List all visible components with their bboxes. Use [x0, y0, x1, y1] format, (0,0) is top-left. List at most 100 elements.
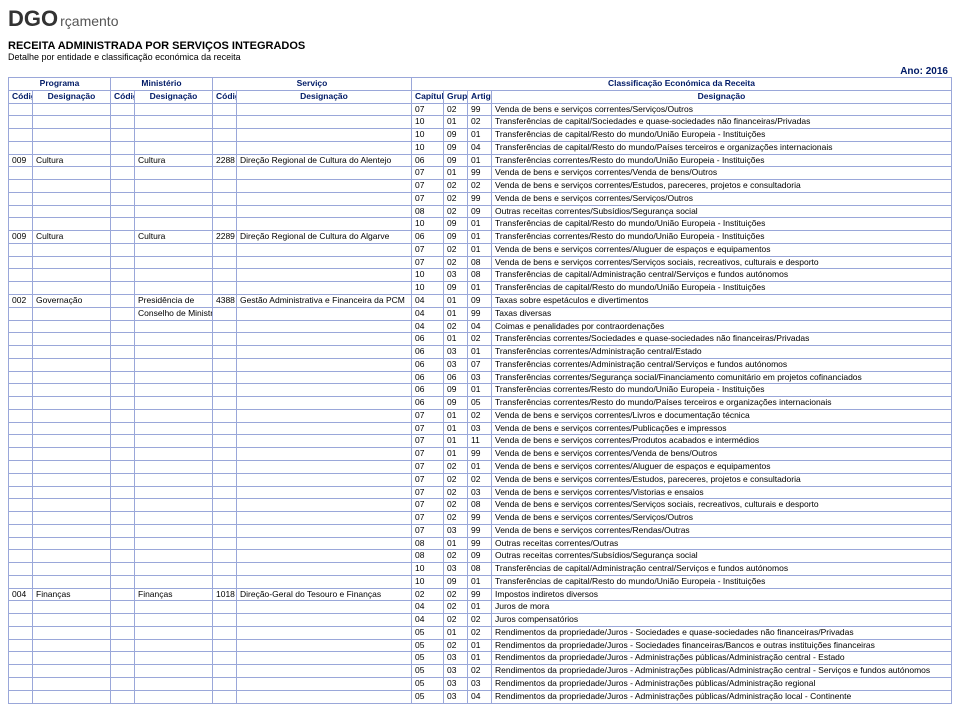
cell [135, 256, 213, 269]
table-row: 070102Venda de bens e serviços correntes… [9, 409, 952, 422]
cell: Transferências correntes/Resto do mundo/… [492, 397, 952, 410]
hdr-codigo-2: Código [111, 90, 135, 103]
cell: Transferências de capital/Sociedades e q… [492, 116, 952, 129]
logo-sub: rçamento [60, 13, 118, 29]
table-row: 060905Transferências correntes/Resto do … [9, 397, 952, 410]
page-title: RECEITA ADMINISTRADA POR SERVIÇOS INTEGR… [8, 40, 952, 52]
table-row: 100901Transferências de capital/Resto do… [9, 218, 952, 231]
cell [135, 116, 213, 129]
cell: 07 [412, 167, 444, 180]
cell: 02 [444, 499, 468, 512]
cell [33, 665, 111, 678]
hdr-grupo: Grupo [444, 90, 468, 103]
cell [237, 243, 412, 256]
cell [213, 129, 237, 142]
cell [9, 269, 33, 282]
table-row: 060307Transferências correntes/Administr… [9, 358, 952, 371]
cell [237, 690, 412, 703]
cell: 01 [468, 231, 492, 244]
cell: 03 [444, 652, 468, 665]
cell [111, 512, 135, 525]
cell: 99 [468, 537, 492, 550]
cell [237, 116, 412, 129]
cell: 02 [468, 473, 492, 486]
table-row: 060901Transferências correntes/Resto do … [9, 384, 952, 397]
cell [135, 626, 213, 639]
cell [9, 448, 33, 461]
hdr-class-econ: Classificação Económica da Receita [412, 78, 952, 91]
cell [213, 677, 237, 690]
cell: Outras receitas correntes/Outras [492, 537, 952, 550]
cell: Venda de bens e serviços correntes/Alugu… [492, 460, 952, 473]
cell [33, 103, 111, 116]
cell: 02 [444, 588, 468, 601]
cell [111, 652, 135, 665]
cell [9, 129, 33, 142]
cell: Transferências correntes/Administração c… [492, 346, 952, 359]
cell [111, 358, 135, 371]
cell: Transferências de capital/Resto do mundo… [492, 282, 952, 295]
table-row: 070203Venda de bens e serviços correntes… [9, 486, 952, 499]
cell: 03 [468, 677, 492, 690]
cell [111, 205, 135, 218]
cell: 02 [468, 665, 492, 678]
cell [111, 346, 135, 359]
cell: 002 [9, 295, 33, 308]
cell [33, 307, 111, 320]
cell: 01 [444, 116, 468, 129]
cell: Direção-Geral do Tesouro e Finanças [237, 588, 412, 601]
cell [33, 192, 111, 205]
cell: 03 [468, 422, 492, 435]
cell [213, 499, 237, 512]
cell [237, 422, 412, 435]
cell [237, 665, 412, 678]
cell: 99 [468, 512, 492, 525]
cell [33, 205, 111, 218]
cell [111, 575, 135, 588]
cell: 09 [468, 295, 492, 308]
cell [33, 371, 111, 384]
cell: Transferências correntes/Resto do mundo/… [492, 231, 952, 244]
table-row: 050102Rendimentos da propriedade/Juros -… [9, 626, 952, 639]
cell [9, 218, 33, 231]
cell [111, 192, 135, 205]
cell: Taxas sobre espetáculos e divertimentos [492, 295, 952, 308]
cell: 09 [444, 129, 468, 142]
cell [237, 626, 412, 639]
cell [9, 575, 33, 588]
cell [135, 512, 213, 525]
cell: 01 [468, 652, 492, 665]
cell: Juros compensatórios [492, 614, 952, 627]
hdr-artigo: Artigo [468, 90, 492, 103]
table-row: 040201Juros de mora [9, 601, 952, 614]
cell: 06 [412, 358, 444, 371]
cell: Venda de bens e serviços correntes/Livro… [492, 409, 952, 422]
cell [33, 384, 111, 397]
cell [9, 512, 33, 525]
cell: 01 [444, 422, 468, 435]
cell: 08 [468, 256, 492, 269]
table-row: 100308Transferências de capital/Administ… [9, 269, 952, 282]
table-row: 070111Venda de bens e serviços correntes… [9, 435, 952, 448]
cell [213, 180, 237, 193]
cell: 10 [412, 218, 444, 231]
table-row: 070199Venda de bens e serviços correntes… [9, 448, 952, 461]
cell: Venda de bens e serviços correntes/Produ… [492, 435, 952, 448]
cell: 2288 [213, 154, 237, 167]
cell [237, 103, 412, 116]
cell: Cultura [135, 231, 213, 244]
cell [213, 103, 237, 116]
cell [213, 690, 237, 703]
hdr-designacao-4: Designação [492, 90, 952, 103]
cell [237, 205, 412, 218]
cell [213, 626, 237, 639]
cell: Conselho de Ministros [135, 307, 213, 320]
cell [213, 269, 237, 282]
cell [135, 333, 213, 346]
cell: 08 [468, 269, 492, 282]
cell: Rendimentos da propriedade/Juros - Socie… [492, 639, 952, 652]
cell [9, 116, 33, 129]
cell: 08 [412, 537, 444, 550]
cell [111, 129, 135, 142]
cell [33, 460, 111, 473]
